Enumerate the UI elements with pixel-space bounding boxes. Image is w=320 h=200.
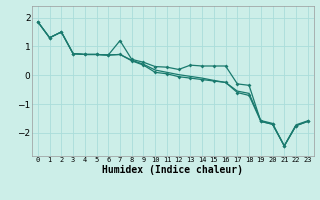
- X-axis label: Humidex (Indice chaleur): Humidex (Indice chaleur): [102, 165, 243, 175]
